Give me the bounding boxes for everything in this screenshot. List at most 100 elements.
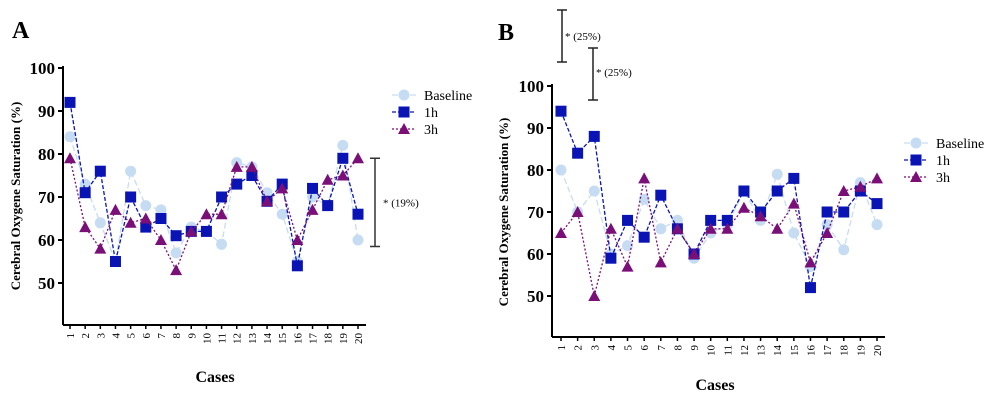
data-point [688, 248, 701, 259]
data-point [721, 222, 734, 234]
data-point [170, 247, 182, 259]
data-point [64, 152, 76, 164]
legend-label: 3h [424, 123, 438, 138]
x-tick-label: 17 [308, 333, 320, 345]
data-point [588, 130, 600, 142]
series-3h [64, 152, 364, 276]
data-point [215, 208, 228, 220]
x-tick-label: 18 [839, 345, 851, 357]
data-point [352, 208, 364, 220]
x-tick-label: 10 [201, 333, 213, 345]
panel-letter: A [12, 18, 30, 44]
y-tick-label: 90 [38, 102, 55, 121]
x-tick-label: 10 [706, 345, 718, 357]
series-1h [64, 96, 364, 272]
x-tick-label: 14 [772, 345, 784, 357]
data-point [737, 201, 750, 213]
significance-label: * (25%) [565, 31, 601, 43]
data-point [140, 200, 152, 212]
x-tick-label: 19 [338, 333, 350, 345]
data-point [246, 170, 258, 181]
data-point [837, 185, 850, 196]
series-baseline [64, 131, 364, 267]
data-point [771, 222, 784, 234]
data-point [79, 187, 91, 199]
x-tick-label: 9 [186, 333, 198, 339]
data-point [754, 210, 767, 222]
x-tick-label: 15 [277, 333, 289, 345]
legend: Baseline 1h 3h [392, 89, 472, 138]
data-point [352, 152, 364, 164]
data-point [216, 191, 228, 203]
data-point [64, 96, 76, 108]
y-tick-label: 60 [527, 245, 544, 264]
data-point [306, 203, 319, 215]
data-point [655, 223, 667, 235]
x-tick-label: 12 [232, 333, 244, 344]
x-axis-label: Cases [195, 369, 234, 386]
data-point [588, 290, 601, 301]
data-point [337, 139, 349, 151]
data-point [638, 193, 650, 205]
data-point [216, 238, 228, 250]
data-point [79, 221, 92, 233]
x-tick-label: 3 [589, 345, 601, 351]
data-point [555, 164, 567, 176]
data-point [838, 244, 850, 256]
data-point [352, 234, 364, 246]
series-line [560, 110, 878, 288]
data-point [804, 282, 816, 294]
data-point [276, 208, 288, 220]
x-tick-label: 4 [606, 345, 618, 351]
y-axis-label: Cerebral Oxygene Saturation (%) [496, 118, 511, 307]
data-point [200, 225, 212, 237]
legend-marker [398, 123, 410, 134]
y-tick-label: 80 [527, 161, 544, 180]
data-point [705, 214, 717, 226]
data-point [109, 203, 122, 215]
data-point [721, 214, 733, 226]
data-point [94, 165, 106, 177]
x-tick-label: 7 [156, 333, 168, 339]
y-tick-label: 50 [38, 274, 55, 293]
data-point [638, 231, 650, 243]
data-point [622, 214, 634, 226]
data-point [79, 178, 91, 190]
data-point [821, 227, 834, 238]
x-tick-label: 16 [292, 333, 304, 345]
data-point [804, 256, 817, 268]
x-tick-label: 15 [789, 345, 801, 357]
data-point [871, 198, 883, 210]
legend-label: 1h [424, 106, 438, 121]
data-point [555, 227, 567, 238]
significance-bracket [588, 47, 598, 101]
data-point [230, 160, 243, 172]
data-point [638, 172, 651, 184]
data-point [871, 219, 883, 231]
data-point [231, 178, 243, 190]
data-point [140, 221, 152, 233]
legend-marker [910, 137, 922, 149]
y-tick-label: 100 [519, 77, 545, 96]
data-point [854, 180, 867, 192]
series-line [560, 177, 878, 297]
x-tick-label: 16 [805, 345, 817, 357]
y-tick-label: 70 [527, 203, 544, 222]
series-line [69, 136, 359, 264]
data-point [245, 160, 258, 172]
legend-marker [398, 89, 410, 101]
data-point [155, 213, 167, 224]
significance-label: * (25%) [596, 67, 632, 79]
y-axis-label: Cerebral Oxygene Saturation (%) [8, 102, 23, 291]
data-point [788, 227, 800, 239]
series-1h [555, 105, 883, 294]
x-tick-label: 1 [556, 345, 568, 351]
x-tick-label: 20 [353, 333, 365, 345]
data-point [787, 197, 800, 209]
x-axis-label: Cases [695, 377, 734, 394]
data-point [655, 189, 667, 201]
data-point [94, 217, 106, 229]
